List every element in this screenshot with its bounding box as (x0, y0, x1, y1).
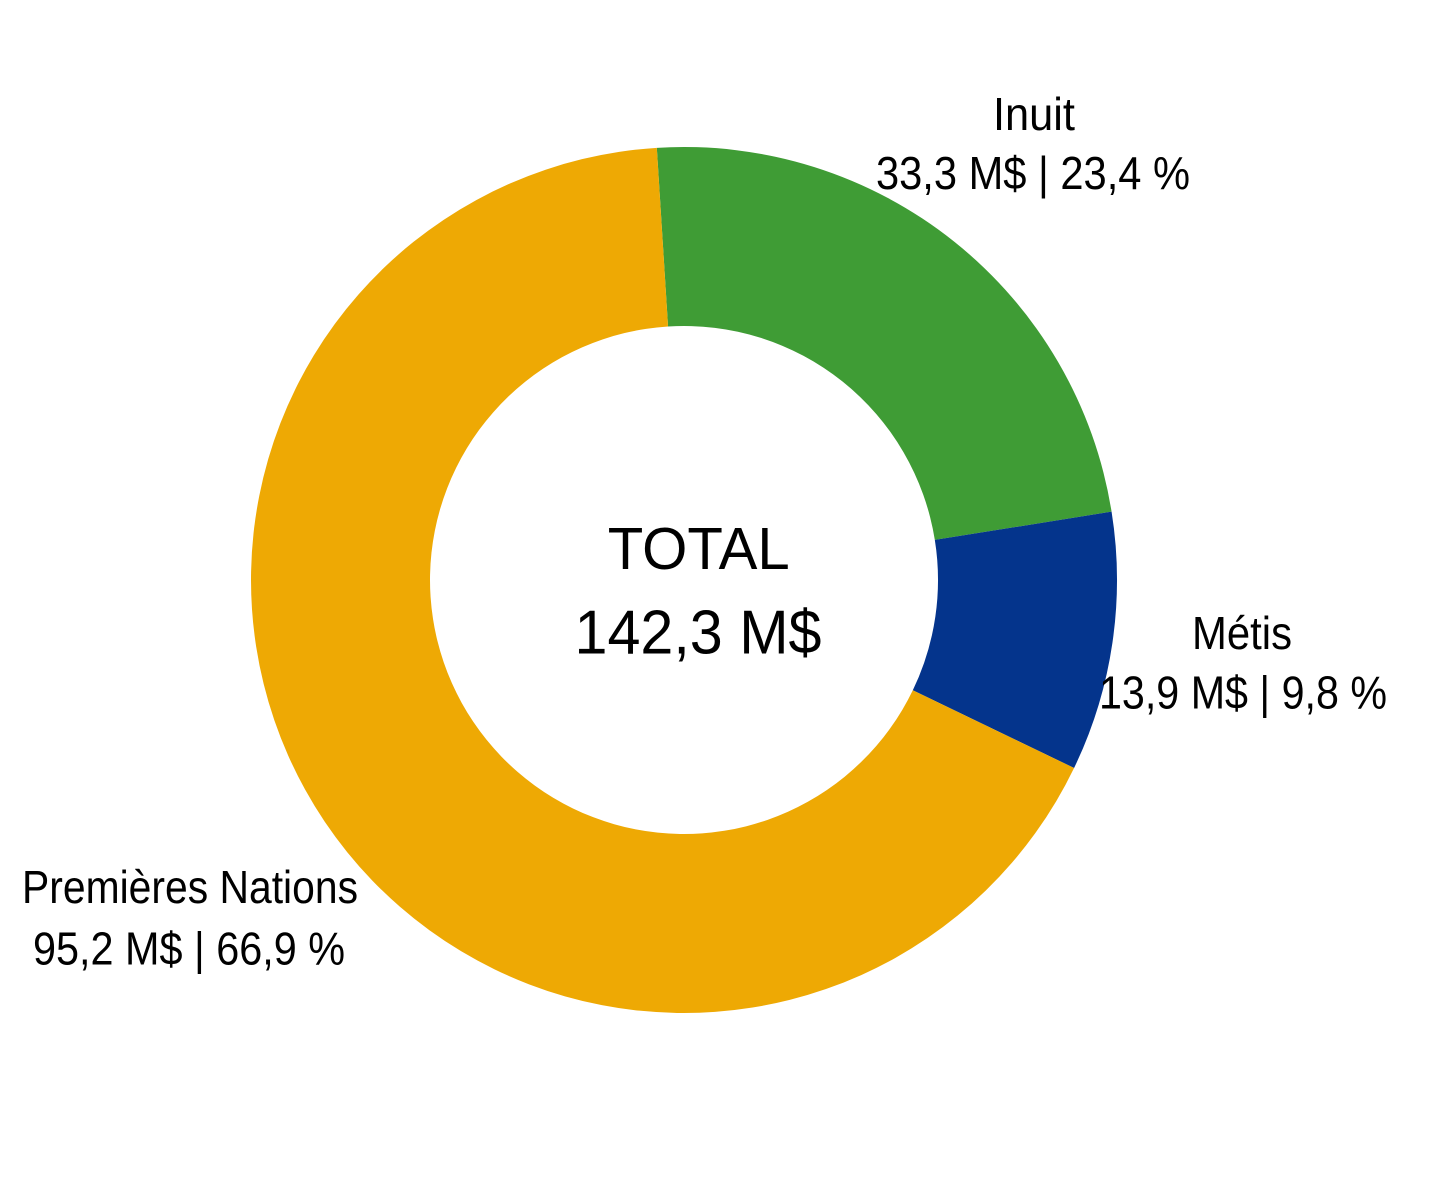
svg-text:13,9 M$ | 9,8 %: 13,9 M$ | 9,8 % (1099, 667, 1387, 719)
svg-text:Inuit: Inuit (993, 88, 1075, 140)
svg-text:Premières Nations: Premières Nations (22, 861, 358, 913)
svg-text:Métis: Métis (1192, 607, 1292, 659)
svg-text:95,2 M$ | 66,9 %: 95,2 M$ | 66,9 % (33, 923, 345, 975)
svg-text:TOTAL: TOTAL (608, 516, 790, 582)
svg-text:33,3 M$ | 23,4 %: 33,3 M$ | 23,4 % (876, 147, 1190, 199)
svg-text:142,3 M$: 142,3 M$ (575, 599, 822, 668)
